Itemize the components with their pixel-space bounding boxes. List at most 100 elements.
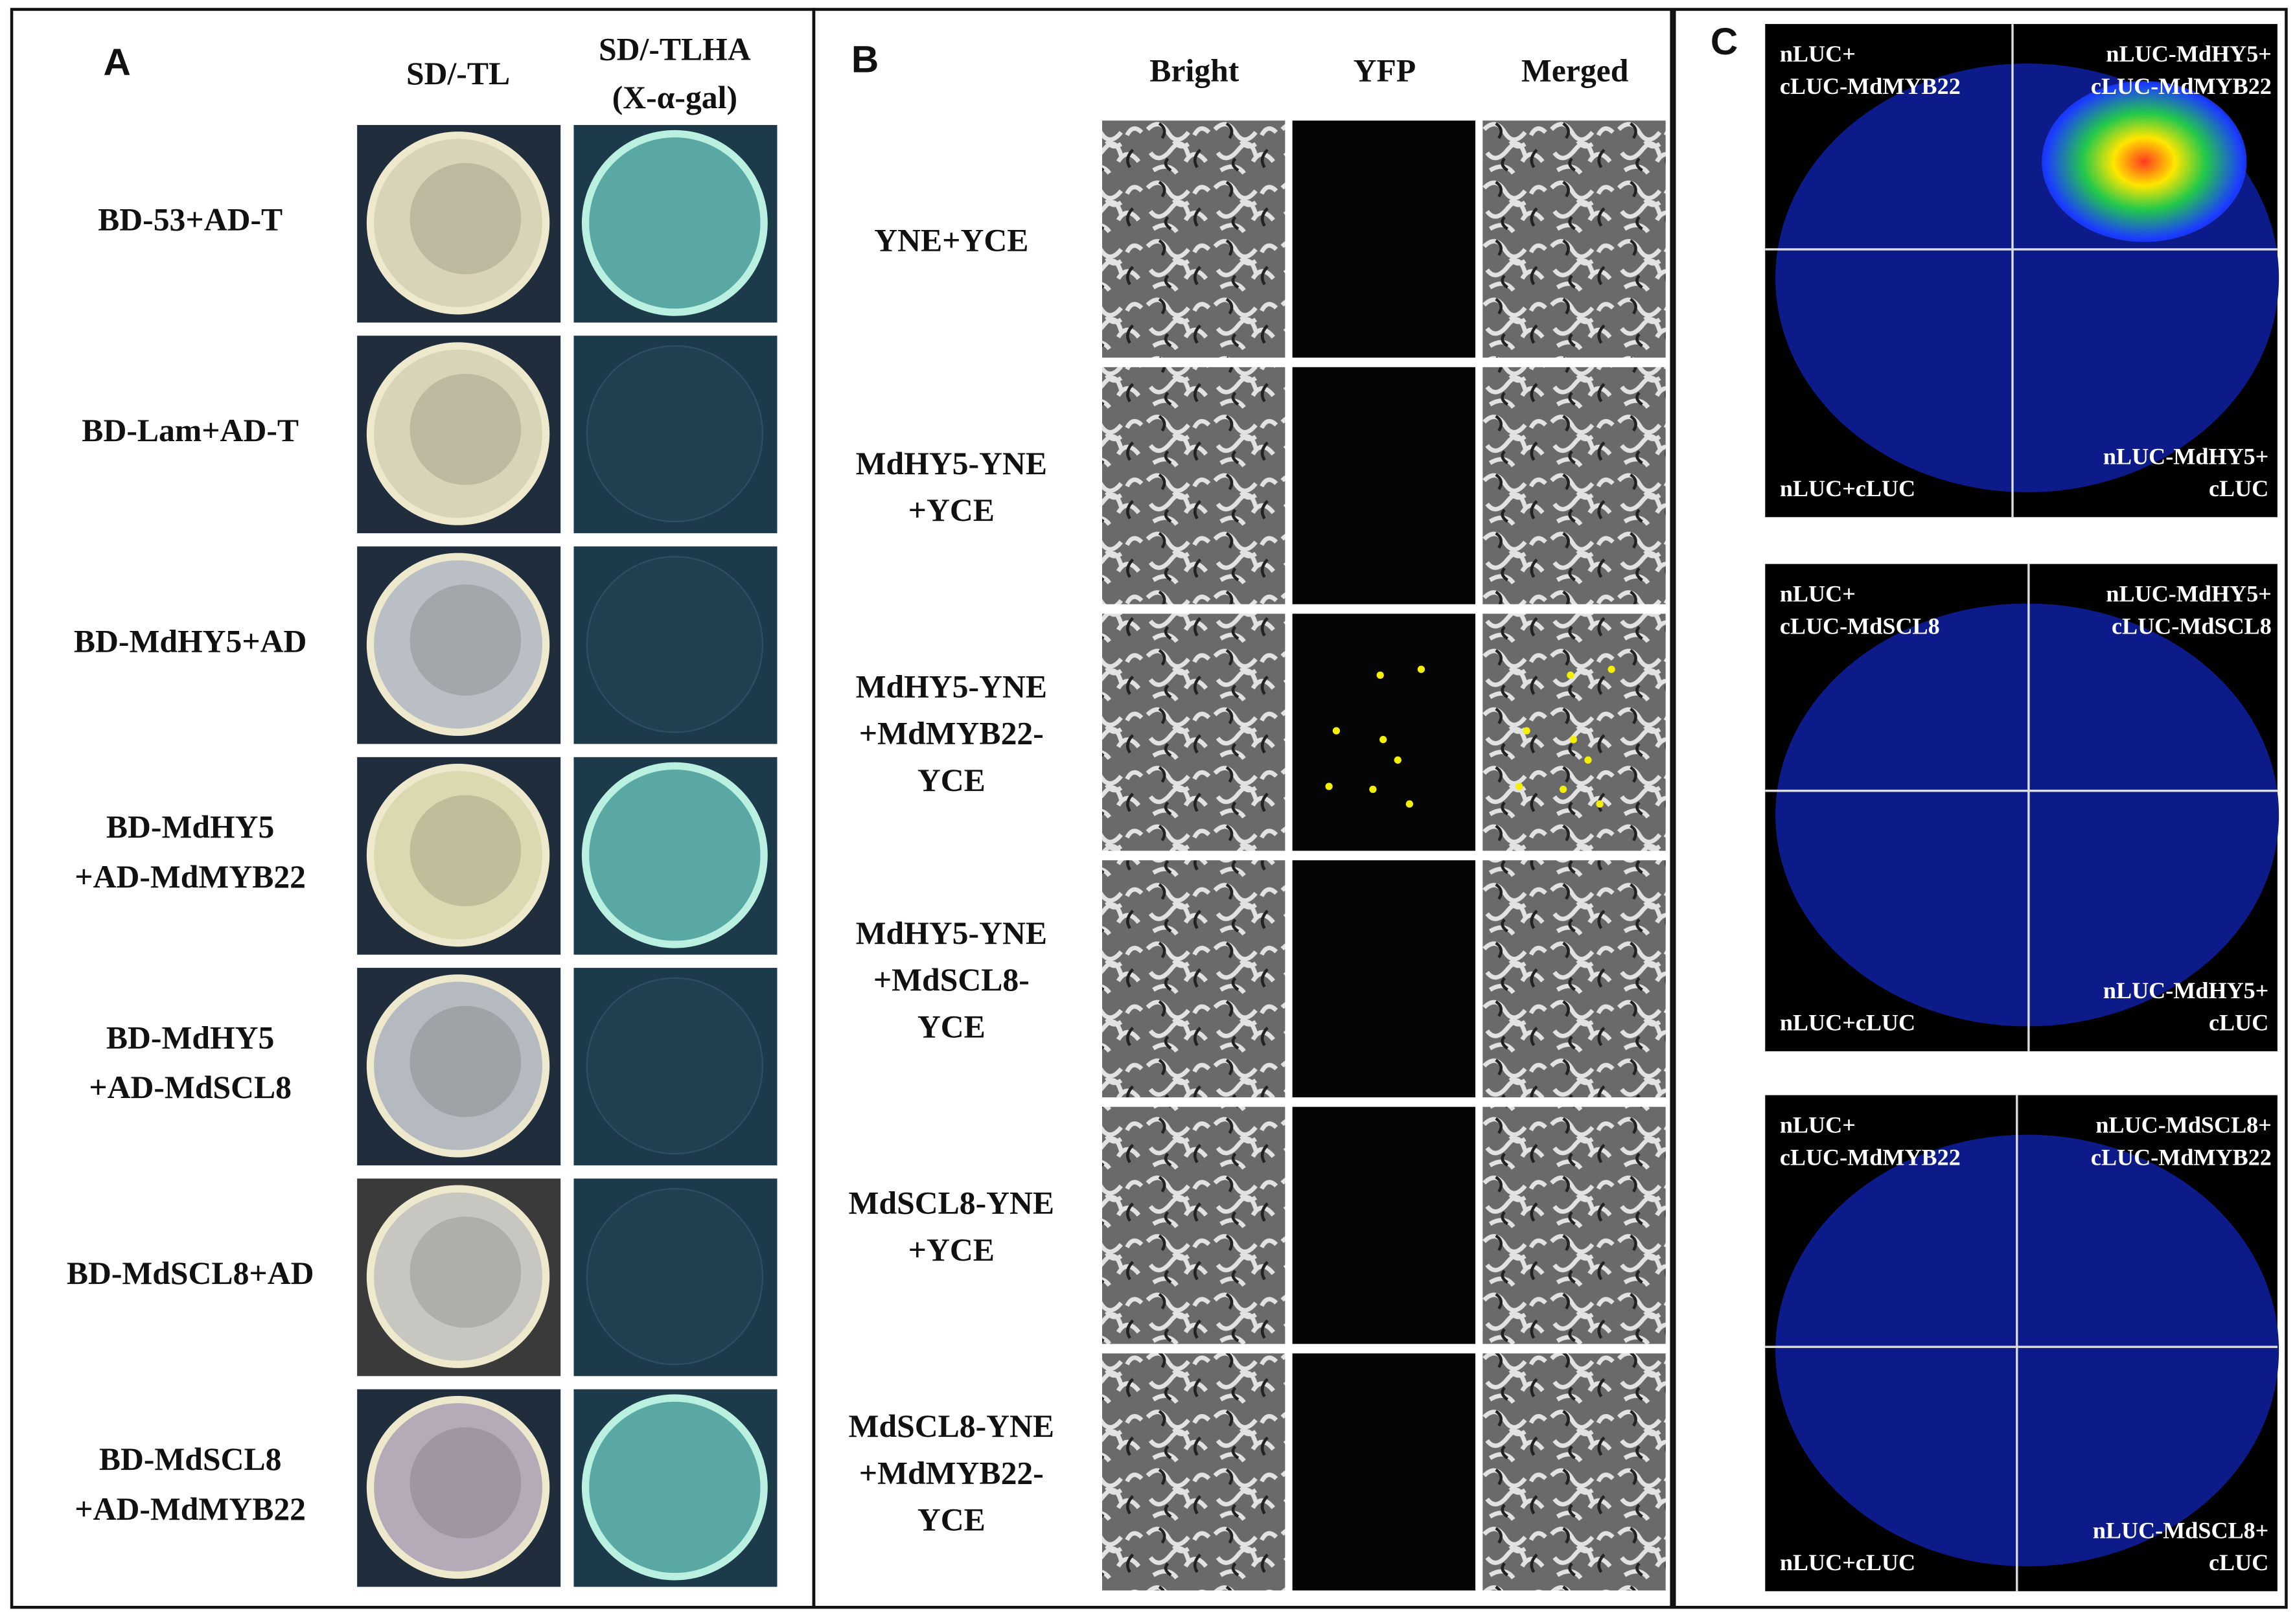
row-label: BD-MdSCL8+AD — [67, 1255, 314, 1291]
column-header: SD/-TLHA — [599, 32, 751, 67]
colony — [366, 132, 550, 315]
row-label: MdHY5-YNE — [856, 669, 1047, 704]
row-label: BD-MdSCL8 — [99, 1441, 282, 1477]
panel-label: A — [104, 41, 131, 84]
merged-image — [1482, 613, 1666, 851]
quadrant-label: nLUC+cLUC — [1780, 1009, 1915, 1035]
yfp-signal — [1584, 756, 1592, 764]
quadrant-label: nLUC-MdHY5+ — [2106, 581, 2271, 607]
colony — [586, 556, 764, 733]
row-label: YNE+YCE — [874, 222, 1028, 258]
merged-image — [1482, 1353, 1666, 1591]
yfp-image — [1292, 1106, 1475, 1344]
yfp-signal — [1369, 785, 1377, 794]
yfp-signal — [1332, 727, 1341, 735]
column-header: SD/-TL — [406, 56, 510, 91]
bright-image — [1101, 120, 1286, 358]
colony-center — [409, 1217, 522, 1328]
yfp-signal — [1523, 727, 1530, 735]
yfp-signal — [1569, 736, 1577, 744]
quadrant-label: nLUC+ — [1780, 1112, 1856, 1138]
row-label: YCE — [917, 1009, 986, 1044]
yfp-signal — [1567, 671, 1574, 679]
colony-center — [409, 795, 522, 907]
row-label: MdSCL8-YNE — [849, 1408, 1055, 1444]
quadrant-label: nLUC-MdHY5+ — [2103, 978, 2268, 1003]
merged-image — [1482, 367, 1666, 604]
row-label: BD-MdHY5 — [106, 809, 274, 845]
yfp-image — [1292, 613, 1475, 851]
colony — [586, 977, 764, 1155]
quadrant-label: cLUC-MdMYB22 — [1780, 73, 1961, 99]
bright-image — [1101, 367, 1286, 604]
panel-b-border — [812, 8, 1673, 1609]
row-label: +AD-MdSCL8 — [89, 1069, 292, 1105]
row-label: +MdMYB22- — [859, 1455, 1044, 1491]
colony-center — [409, 584, 522, 696]
quadrant-label: cLUC-MdSCL8 — [2112, 613, 2272, 639]
quadrant-label: nLUC-MdHY5+ — [2103, 443, 2268, 469]
yfp-signal — [1608, 665, 1615, 673]
yfp-signal — [1516, 783, 1523, 790]
row-label: YCE — [917, 1502, 986, 1538]
luc-signal — [2042, 81, 2247, 242]
colony — [581, 130, 768, 316]
yfp-signal — [1394, 756, 1401, 764]
yfp-signal — [1417, 665, 1425, 673]
quadrant-label: nLUC+ — [1780, 41, 1856, 67]
yfp-signal — [1325, 783, 1333, 790]
quadrant-label: cLUC-MdMYB22 — [2091, 73, 2272, 99]
quadrant-label: cLUC-MdMYB22 — [2091, 1144, 2272, 1170]
colony-center — [409, 163, 522, 275]
quadrant-label: nLUC-MdHY5+ — [2106, 41, 2271, 67]
yfp-image — [1292, 367, 1475, 604]
merged-image — [1482, 860, 1666, 1097]
quadrant-label: cLUC — [2209, 1550, 2268, 1575]
yfp-signal — [1559, 785, 1567, 794]
column-header: YFP — [1354, 52, 1416, 88]
colony — [581, 1394, 768, 1581]
yfp-signal — [1596, 800, 1604, 808]
colony — [366, 553, 550, 737]
colony — [586, 1188, 764, 1366]
row-label: YCE — [917, 762, 986, 798]
row-label: MdHY5-YNE — [856, 446, 1047, 481]
quadrant-label: nLUC-MdSCL8+ — [2095, 1112, 2272, 1138]
quadrant-label: nLUC+cLUC — [1780, 475, 1915, 501]
colony-center — [409, 1427, 522, 1539]
colony-center — [409, 1005, 522, 1117]
yfp-image — [1292, 1353, 1475, 1591]
colony — [366, 1185, 550, 1368]
column-header: Bright — [1149, 52, 1239, 88]
panel-label: B — [851, 38, 879, 80]
merged-image — [1482, 120, 1666, 358]
colony — [366, 1395, 550, 1579]
row-label: BD-MdHY5 — [106, 1020, 274, 1055]
yfp-image — [1292, 860, 1475, 1097]
panel-c-border — [1672, 8, 2288, 1609]
row-label: BD-53+AD-T — [98, 202, 283, 238]
row-label: +MdSCL8- — [873, 962, 1030, 998]
row-label: +AD-MdMYB22 — [75, 859, 306, 895]
bright-image — [1101, 1353, 1286, 1591]
column-header: (X-α-gal) — [612, 80, 737, 115]
bright-image — [1101, 1106, 1286, 1344]
row-label: +AD-MdMYB22 — [75, 1491, 306, 1527]
yfp-signal — [1379, 736, 1387, 744]
bright-image — [1101, 613, 1286, 851]
leaf — [1775, 1134, 2279, 1566]
quadrant-label: nLUC-MdSCL8+ — [2093, 1517, 2269, 1543]
colony-center — [409, 373, 522, 485]
quadrant-label: cLUC-MdMYB22 — [1780, 1144, 1961, 1170]
yfp-signal — [1376, 671, 1384, 679]
row-label: MdHY5-YNE — [856, 915, 1047, 951]
row-label: +YCE — [908, 492, 995, 528]
row-label: BD-MdHY5+AD — [74, 623, 307, 659]
colony — [581, 762, 768, 948]
leaf — [1775, 603, 2279, 1027]
column-header: Merged — [1521, 52, 1629, 88]
quadrant-label: nLUC+cLUC — [1780, 1550, 1915, 1575]
merged-image — [1482, 1106, 1666, 1344]
quadrant-label: cLUC — [2209, 475, 2268, 501]
